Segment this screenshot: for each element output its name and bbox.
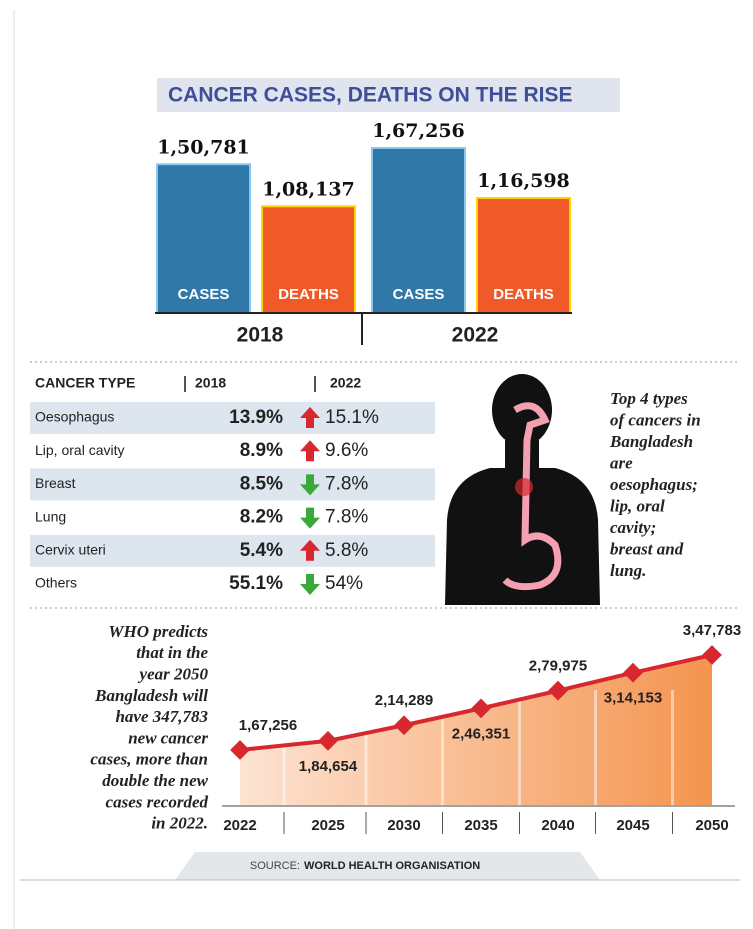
note-line: cavity; — [610, 518, 656, 537]
title-box — [157, 78, 620, 112]
legend-label: CASES — [393, 286, 445, 303]
title: CANCER CASES, DEATHS ON THE RISE — [168, 84, 573, 107]
legend-label: CASES — [178, 286, 230, 303]
cell: 13.9% — [229, 407, 283, 428]
value-label: 1,84,654 — [299, 758, 358, 775]
note-line: of cancers in — [610, 410, 701, 429]
point — [623, 662, 643, 683]
cell: 5.8% — [325, 540, 368, 561]
value-label: 2,79,975 — [529, 658, 587, 675]
cell: Cervix uteri — [35, 542, 106, 558]
table-header: 2018 — [195, 375, 226, 391]
prediction-line: have 347,783 — [115, 707, 208, 726]
arrow-down — [300, 507, 320, 529]
x-tick-label: 2040 — [541, 817, 574, 834]
arrow-up — [300, 407, 320, 428]
point — [471, 698, 491, 719]
note-line: Bangladesh — [609, 432, 693, 451]
cell: Lung — [35, 508, 66, 524]
cell: 8.2% — [240, 507, 283, 528]
cell: 15.1% — [325, 407, 379, 428]
point — [702, 645, 722, 665]
x-tick-label: 2050 — [695, 817, 728, 834]
cell: 5.4% — [240, 540, 283, 561]
prediction-line: that in the — [136, 643, 208, 662]
table-header: CANCER TYPE — [35, 375, 135, 391]
cell: 8.9% — [240, 440, 283, 461]
x-tick-label: 2030 — [387, 817, 420, 834]
prediction-line: cases recorded — [106, 792, 209, 811]
note-line: are — [610, 453, 633, 472]
prediction-line: WHO predicts — [108, 622, 208, 641]
table-header: 2022 — [330, 375, 361, 391]
note-line: breast and — [610, 539, 684, 558]
source-name: WORLD HEALTH ORGANISATION — [304, 860, 480, 872]
point — [548, 680, 568, 701]
source-label: SOURCE: — [250, 860, 300, 872]
bar — [476, 196, 571, 315]
value-label: 1,50,781 — [157, 136, 250, 158]
prediction-line: Bangladesh will — [94, 686, 208, 705]
legend-label: DEATHS — [278, 286, 339, 303]
row-band — [30, 468, 435, 501]
arrow-down — [300, 474, 320, 496]
cell: Lip, oral cavity — [35, 442, 124, 458]
value-label: 3,14,153 — [604, 690, 662, 707]
bar — [156, 163, 251, 314]
prediction-line: year 2050 — [138, 665, 209, 684]
cell: 9.6% — [325, 440, 368, 461]
x-tick-label: 2045 — [616, 817, 649, 834]
row-band — [30, 534, 435, 567]
value-label: 1,67,256 — [372, 120, 465, 142]
arrow-up — [300, 440, 320, 462]
value-label: 1,08,137 — [262, 178, 355, 200]
arrow-down — [300, 574, 320, 595]
legend-label: DEATHS — [493, 286, 554, 303]
x-tick-label: 2035 — [464, 817, 497, 834]
value-label: 2,46,351 — [452, 725, 510, 742]
row-band — [30, 402, 435, 434]
cell: 7.8% — [325, 507, 368, 528]
value-label: 3,47,783 — [683, 622, 741, 639]
point — [394, 715, 414, 736]
prediction-line: new cancer — [128, 728, 208, 747]
cell: Breast — [35, 475, 76, 491]
x-tick-label: 2018 — [237, 324, 284, 347]
value-label: 1,67,256 — [239, 717, 297, 734]
prediction-line: double the new — [102, 771, 208, 790]
note-line: Top 4 types — [610, 389, 688, 408]
cell: Oesophagus — [35, 409, 114, 425]
source-box — [175, 852, 600, 880]
value-label: 1,16,598 — [477, 170, 570, 192]
arrow-up — [300, 539, 320, 561]
bar — [371, 147, 466, 314]
value-label: 2,14,289 — [375, 692, 433, 709]
cell: 55.1% — [229, 573, 283, 594]
note-line: lung. — [610, 561, 646, 580]
cell: 8.5% — [240, 473, 283, 494]
x-tick-label: 2025 — [311, 817, 344, 834]
note-line: lip, oral — [610, 496, 665, 515]
cell: 7.8% — [325, 473, 368, 494]
prediction-line: cases, more than — [90, 750, 208, 769]
human-silhouette — [445, 374, 600, 605]
x-tick-label: 2022 — [223, 817, 256, 834]
x-tick-label: 2022 — [452, 324, 499, 347]
cell: Others — [35, 575, 77, 591]
prediction-line: in 2022. — [151, 814, 208, 833]
bar — [261, 205, 356, 314]
cell: 54% — [325, 573, 363, 594]
point — [318, 730, 338, 751]
note-line: oesophagus; — [610, 475, 698, 494]
